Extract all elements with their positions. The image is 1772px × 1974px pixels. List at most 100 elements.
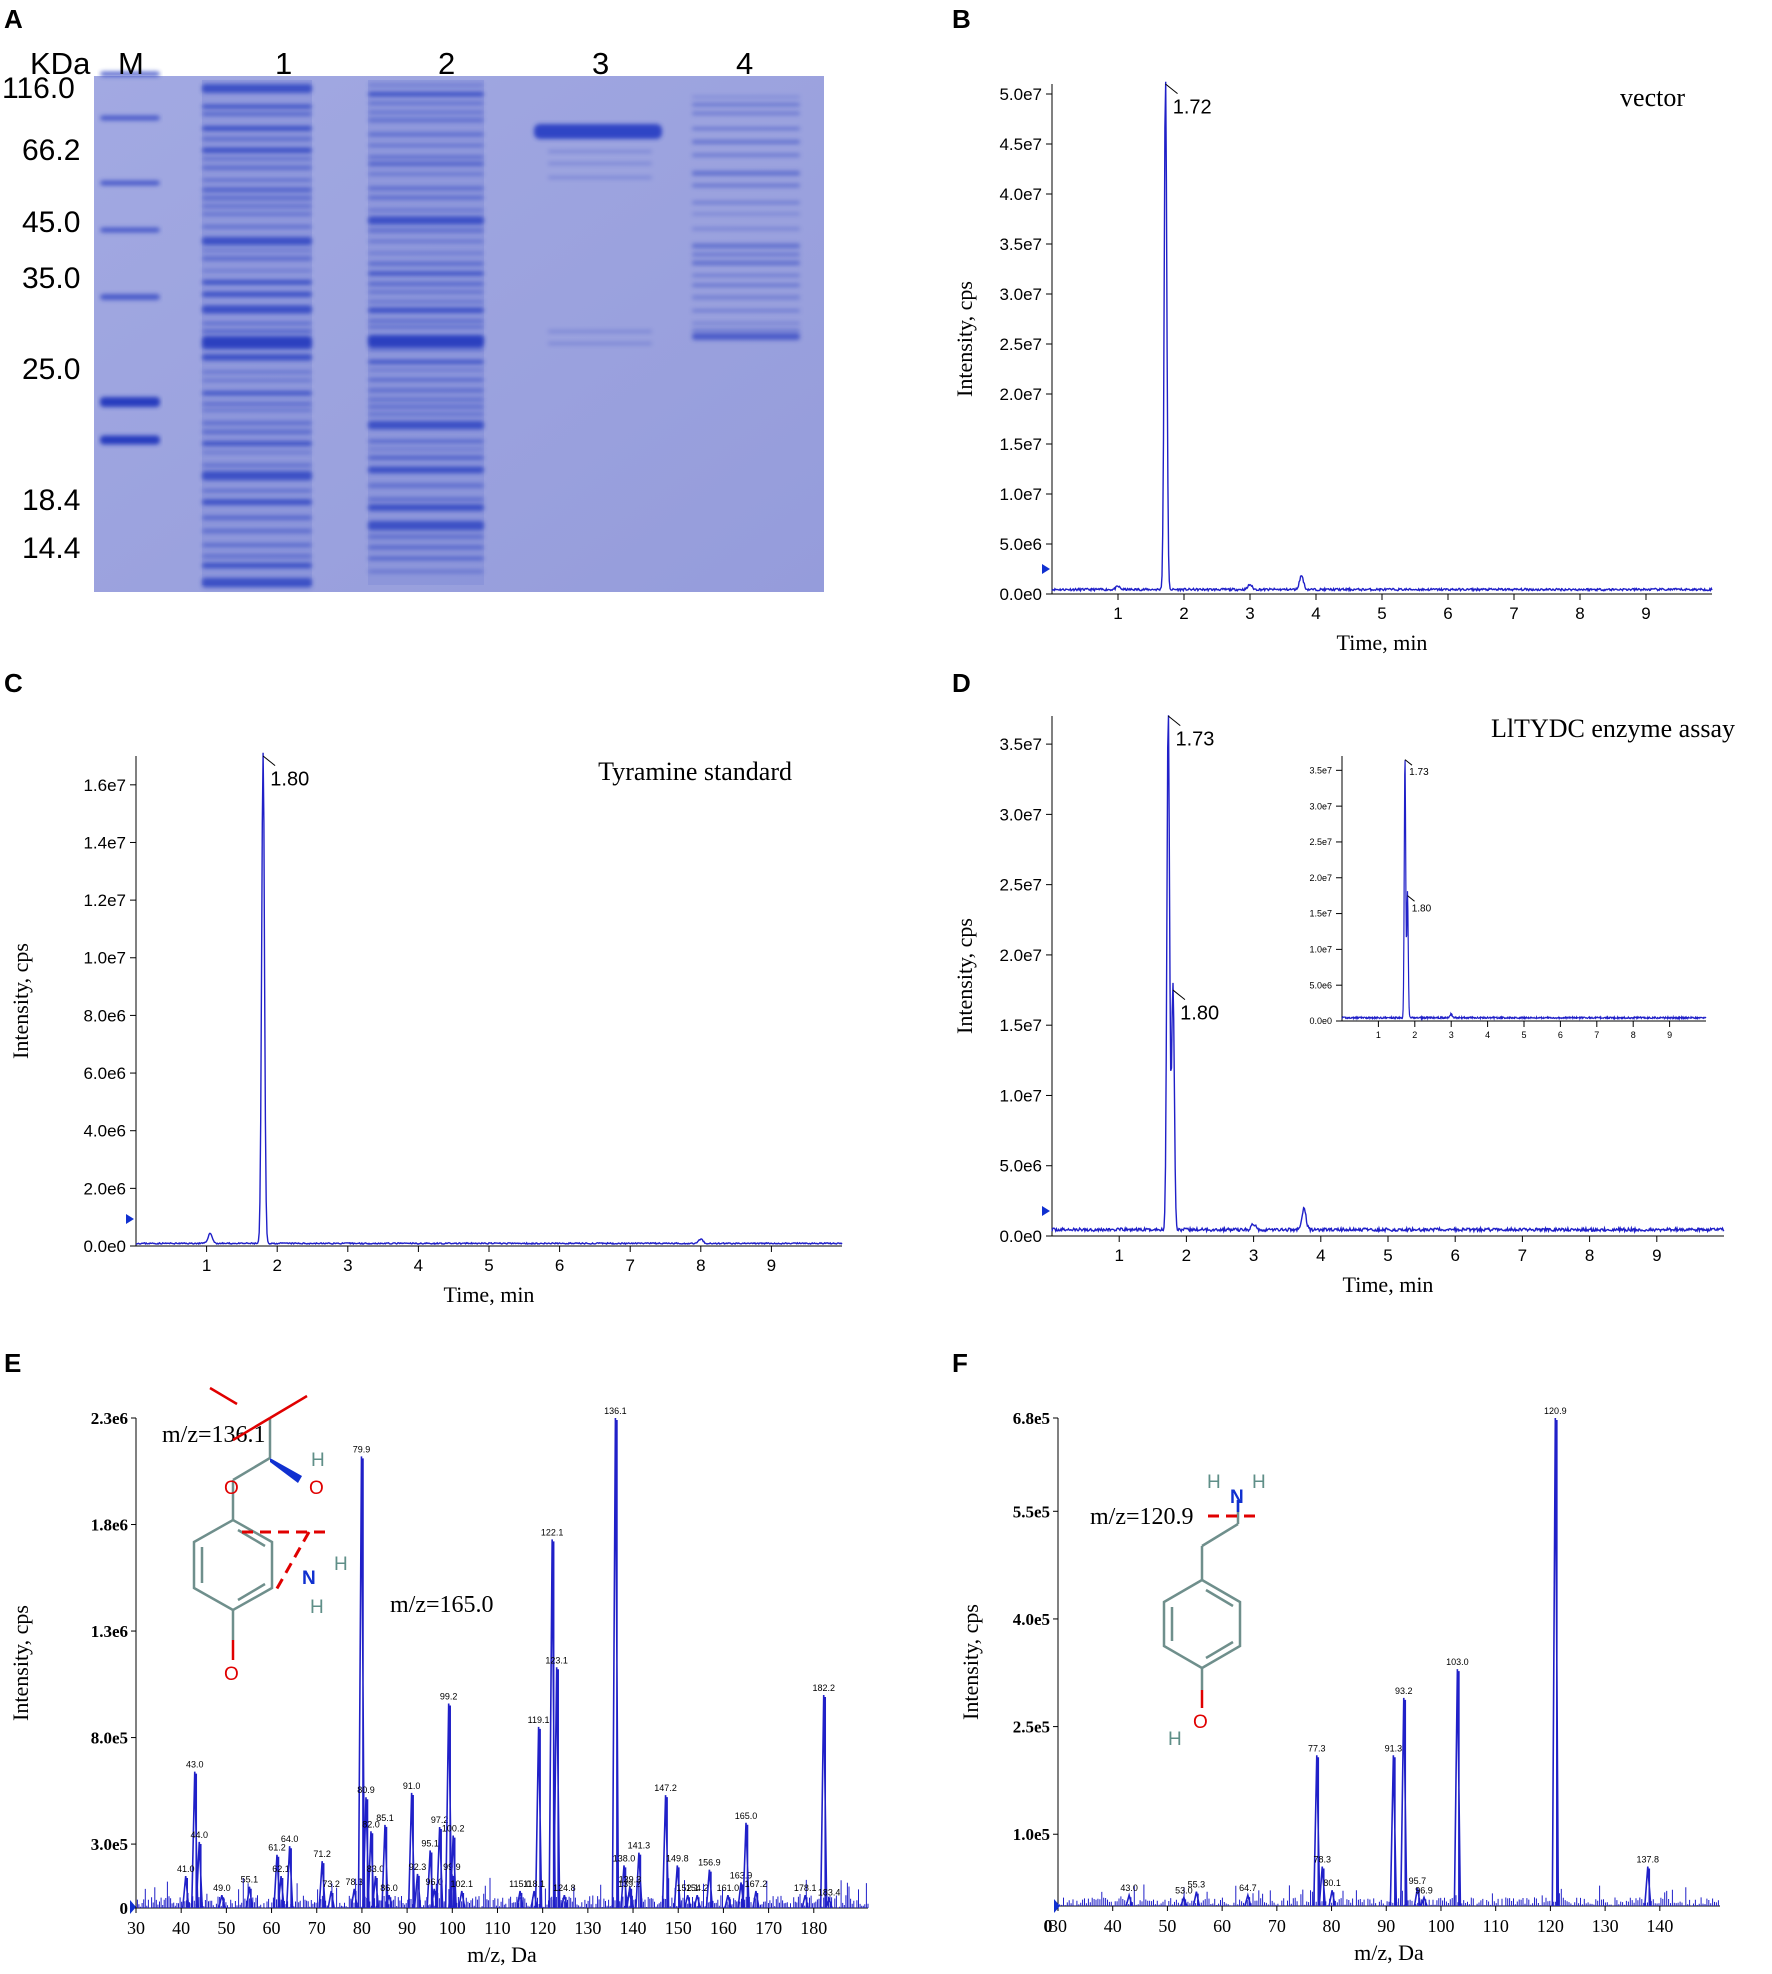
x-tick-label: 7: [1594, 1030, 1599, 1040]
y-tick-label: 2.5e7: [999, 876, 1042, 895]
gel-band: [692, 260, 800, 266]
y-axis-title: Intensity, cps: [952, 281, 977, 397]
peak-label: 137.8: [1637, 1855, 1660, 1865]
gel-band: [202, 543, 312, 547]
spectrum-peak: [1312, 1755, 1321, 1907]
peak-label-leader: [1165, 83, 1178, 94]
spectrum-peak: [413, 1873, 422, 1909]
fragment-label: m/z=136.1: [162, 1422, 266, 1448]
gel-band: [368, 110, 484, 114]
panel-label-d: D: [952, 668, 971, 698]
y-tick-label: 8.0e6: [83, 1006, 126, 1025]
y-tick-label: 5.0e6: [999, 1157, 1042, 1176]
peak-label: 152.1: [676, 1883, 699, 1893]
svg-text:O: O: [224, 1664, 239, 1685]
panel-label-c: C: [4, 668, 23, 698]
gel-band: [368, 161, 484, 167]
x-tick-label: 7: [1509, 604, 1518, 623]
start-marker-icon: [1054, 1899, 1060, 1913]
spectrum-peak: [626, 1886, 634, 1909]
peak-label: 1.80: [1180, 1003, 1219, 1025]
x-tick-label: 3: [1249, 1246, 1258, 1265]
tyramine-bonds-colored: [1200, 1500, 1256, 1708]
x-tick-label: 90: [1377, 1916, 1395, 1936]
gel-marker-band: [100, 180, 160, 186]
spectrum-peak: [426, 1850, 434, 1909]
x-tick-label: 70: [308, 1918, 326, 1938]
x-tick-label: 120: [529, 1918, 556, 1938]
gel-band: [368, 466, 484, 474]
spectrum-noise: [1059, 1884, 1719, 1906]
gel-band: [202, 489, 312, 493]
peak-label: 62.1: [272, 1864, 290, 1874]
y-tick-label: 2.0e7: [999, 385, 1042, 404]
gel-band: [368, 101, 484, 105]
y-tick-label: 4.0e5: [1013, 1610, 1050, 1629]
peak-label: 165.0: [735, 1811, 758, 1821]
peak-label: 161.0: [717, 1883, 740, 1893]
gel-band: [368, 545, 484, 550]
gel-band: [548, 162, 652, 165]
peak-label: 182.2: [812, 1683, 835, 1693]
x-tick-label: 1: [1376, 1030, 1381, 1040]
gel-band: [368, 84, 484, 87]
x-tick-label: 6: [1443, 604, 1452, 623]
gel-band: [202, 499, 312, 506]
gel-band: [202, 421, 312, 426]
gel-band: [202, 463, 312, 467]
spectrum-peak: [435, 1827, 444, 1909]
spectrum-peak: [1180, 1894, 1188, 1907]
spectrum-peak: [1551, 1417, 1560, 1907]
gel-marker-band: [100, 294, 160, 300]
spectrum-peak: [552, 1667, 561, 1909]
gel-band: [368, 155, 484, 159]
x-tick-label: 9: [1652, 1246, 1661, 1265]
gel-band: [368, 420, 484, 430]
gel-band: [202, 451, 312, 454]
gel-band: [368, 534, 484, 540]
peak-label: 102.1: [451, 1879, 474, 1889]
spectrum-peak: [635, 1852, 643, 1909]
peak-label: 78.3: [345, 1877, 363, 1887]
peak-label: 147.2: [654, 1783, 677, 1793]
gel-band: [368, 570, 484, 573]
gel-band: [202, 212, 312, 216]
x-tick-label: 4: [1485, 1030, 1490, 1040]
gel-band: [202, 336, 312, 348]
x-tick-label: 1: [202, 1256, 211, 1275]
y-tick-label: 4.5e7: [999, 135, 1042, 154]
fragment-label: m/z=165.0: [390, 1592, 494, 1618]
spectrum-peak: [190, 1771, 199, 1909]
spectrum-peak: [705, 1869, 714, 1909]
svg-text:H: H: [1168, 1729, 1182, 1750]
x-axis-title: Time, min: [1343, 1272, 1434, 1297]
x-tick-label: 7: [1518, 1246, 1527, 1265]
y-tick-label: 1.0e7: [999, 1086, 1042, 1105]
y-tick-label: 1.0e7: [1309, 945, 1332, 955]
x-tick-label: 6: [1558, 1030, 1563, 1040]
peak-label: 122.1: [541, 1527, 564, 1537]
peak-label: 1.73: [1409, 767, 1429, 778]
gel-band: [368, 307, 484, 314]
peak-label: 49.0: [213, 1883, 231, 1893]
y-axis-title: Intensity, cps: [8, 1605, 33, 1721]
y-tick-label: 5.0e7: [999, 85, 1042, 104]
peak-label: 43.0: [1120, 1883, 1138, 1893]
gel-band: [368, 172, 484, 176]
peak-label: 80.9: [357, 1785, 375, 1795]
gel-band: [202, 379, 312, 382]
gel-band: [368, 520, 484, 531]
peak-label: 123.1: [545, 1655, 568, 1665]
x-tick-label: 8: [1585, 1246, 1594, 1265]
spectrum-peak: [1420, 1894, 1428, 1907]
x-axis-title: Time, min: [444, 1282, 535, 1307]
x-tick-label: 100: [439, 1918, 466, 1938]
peak-label: 120.9: [1544, 1406, 1567, 1416]
panel-label-b: B: [952, 4, 971, 34]
panel-label-f: F: [952, 1348, 968, 1378]
gel-band: [368, 216, 484, 225]
gel-band: [202, 249, 312, 252]
svg-text:N: N: [302, 1568, 316, 1589]
gel-band: [202, 165, 312, 171]
y-tick-label: 0.0e0: [999, 585, 1042, 604]
